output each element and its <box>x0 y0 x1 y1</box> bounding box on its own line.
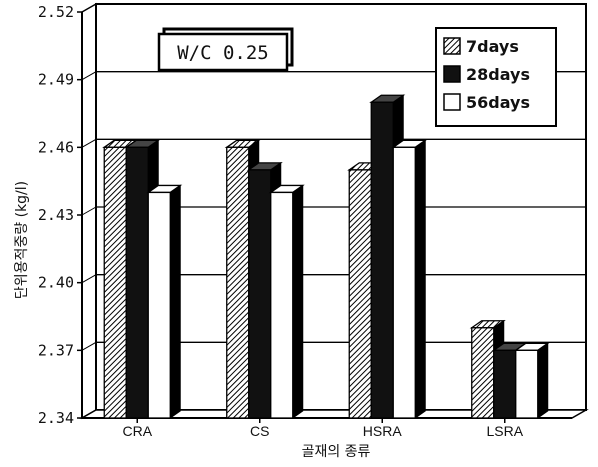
bar-front <box>493 349 517 419</box>
annotation-box: W/C 0.25 <box>157 27 294 72</box>
bar-front <box>270 191 294 419</box>
y-tick-label: 2.34 <box>38 409 74 427</box>
gridline-side <box>81 274 97 284</box>
bar-56days-LSRA <box>513 342 550 419</box>
x-tick-label: HSRA <box>363 423 403 439</box>
x-tick-label: LSRA <box>486 423 523 439</box>
y-tick-label: 2.46 <box>38 138 74 156</box>
gridline-side <box>81 341 97 351</box>
y-tick-label: 2.40 <box>38 274 74 292</box>
bar-front <box>392 146 416 419</box>
bar-front <box>248 169 272 419</box>
bar-front <box>147 191 171 419</box>
y-tick-label: 2.43 <box>38 206 74 224</box>
bar-side <box>292 184 304 419</box>
bar-front <box>348 169 372 419</box>
y-tick-label: 2.37 <box>38 341 74 359</box>
legend-swatch <box>443 93 461 111</box>
bar-56days-CRA <box>146 184 183 419</box>
legend-label: 28days <box>466 65 530 84</box>
gridline-side <box>81 138 97 148</box>
bar-front <box>471 327 495 419</box>
bar-56days-CS <box>268 184 305 419</box>
y-tick-labels: 2.34 2.37 2.40 2.43 2.46 2.49 2.52 <box>38 3 82 427</box>
bar-front <box>370 101 394 419</box>
annotation-text: W/C 0.25 <box>177 42 269 64</box>
bar-front <box>226 146 250 419</box>
gridline-side <box>81 71 97 81</box>
x-tick-labels: CRA CS HSRA LSRA <box>122 418 524 439</box>
bar-side <box>414 139 426 419</box>
x-tick-label: CRA <box>122 423 152 439</box>
legend: 7days 28days 56days <box>435 27 557 127</box>
legend-label: 56days <box>466 93 530 112</box>
legend-label: 7days <box>466 37 519 56</box>
x-axis-title: 골재의 종류 <box>302 444 371 460</box>
bar-56days-HSRA <box>391 139 428 419</box>
y-axis-title: 단위용적중량 (kg/l) <box>14 181 30 299</box>
bars <box>102 94 550 419</box>
y-tick-label: 2.49 <box>38 71 74 89</box>
bar-side <box>537 342 549 419</box>
bar-front <box>125 146 149 419</box>
gridline-side <box>81 206 97 216</box>
y-tick-label: 2.52 <box>38 3 74 21</box>
legend-swatch <box>443 65 461 83</box>
bar-front <box>103 146 127 419</box>
bar-front <box>515 349 539 419</box>
bar-side <box>169 184 181 419</box>
legend-swatch <box>443 37 461 55</box>
x-tick-label: CS <box>250 423 269 439</box>
